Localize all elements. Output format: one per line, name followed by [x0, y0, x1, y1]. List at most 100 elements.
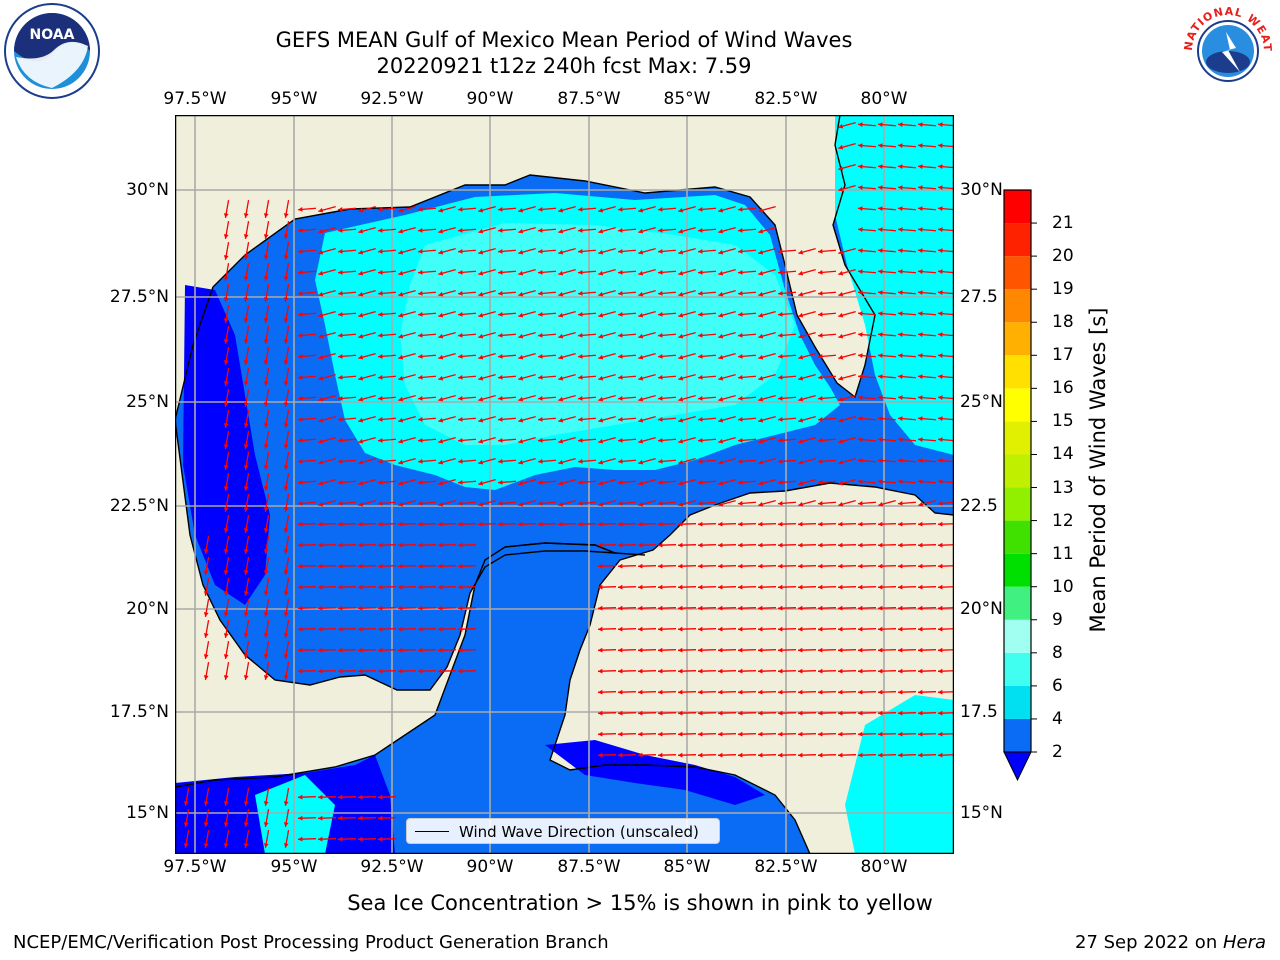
wind-arrow — [263, 620, 270, 638]
wind-arrow — [638, 227, 656, 234]
wind-arrow — [558, 374, 576, 381]
wind-arrow — [617, 438, 637, 443]
wind-arrow — [797, 731, 817, 737]
wind-arrow — [857, 710, 877, 716]
wind-arrow — [697, 438, 717, 443]
wind-arrow — [283, 515, 290, 533]
wind-arrow — [838, 437, 856, 444]
wind-arrow — [597, 710, 617, 716]
wind-arrow — [203, 809, 210, 827]
wind-arrow — [798, 437, 816, 444]
wind-arrow — [877, 458, 897, 463]
wind-arrow — [297, 647, 317, 653]
wind-arrow — [737, 710, 757, 716]
wind-arrow — [437, 563, 457, 569]
wind-arrow — [558, 311, 576, 318]
wind-arrow — [797, 584, 817, 590]
wind-arrow — [263, 599, 270, 617]
wind-arrow — [297, 668, 317, 674]
wind-arrow — [817, 731, 837, 737]
wind-arrow — [457, 333, 477, 338]
wind-arrow — [637, 584, 657, 590]
wind-arrow — [897, 689, 917, 695]
wind-arrow — [677, 521, 697, 527]
wind-arrow — [777, 438, 797, 443]
wind-arrow — [243, 599, 250, 617]
wind-arrow — [917, 563, 937, 569]
wind-arrow — [657, 668, 677, 674]
wind-arrow — [318, 206, 336, 213]
svg-text:NOAA: NOAA — [30, 27, 75, 43]
wind-arrow — [243, 641, 250, 659]
wind-arrow — [897, 458, 917, 463]
wind-arrow — [457, 354, 477, 359]
wind-arrow — [518, 311, 536, 318]
wind-arrow — [377, 438, 397, 443]
wind-arrow — [678, 206, 696, 213]
colorbar-swatch — [1004, 619, 1031, 653]
wind-arrow — [597, 563, 617, 569]
wind-arrow — [777, 521, 797, 527]
wind-arrow — [397, 647, 417, 653]
wind-arrow — [617, 626, 637, 632]
wind-arrow — [617, 375, 637, 380]
wind-arrow — [637, 605, 657, 611]
wind-arrow — [263, 389, 270, 407]
wind-arrow — [283, 347, 290, 365]
wind-arrow — [537, 459, 557, 464]
wind-arrow — [243, 536, 250, 554]
wind-arrow — [263, 452, 270, 470]
wind-arrow — [317, 626, 337, 632]
wind-arrow — [457, 605, 477, 611]
wind-arrow — [577, 207, 597, 212]
wind-arrow — [638, 437, 656, 444]
wind-arrow — [243, 263, 250, 281]
wind-arrow — [897, 395, 917, 400]
wind-arrow — [857, 353, 877, 358]
wind-arrow — [263, 326, 270, 344]
wind-arrow — [758, 479, 776, 486]
wind-arrow — [537, 501, 557, 506]
wind-arrow — [297, 228, 317, 233]
wind-arrow — [877, 269, 897, 274]
wind-arrow — [283, 431, 290, 449]
wind-arrow — [917, 647, 937, 653]
wind-arrow — [243, 200, 250, 218]
wind-arrow — [377, 668, 397, 674]
noaa-logo: NOAA — [4, 3, 100, 99]
wind-arrow — [737, 417, 757, 422]
wind-arrow — [377, 521, 397, 527]
lat-tick-left: 20°N — [126, 599, 169, 619]
wind-arrow — [897, 416, 917, 421]
wind-arrow — [377, 501, 397, 506]
wind-arrow — [797, 563, 817, 569]
wind-arrow — [697, 354, 717, 359]
wind-arrow — [717, 584, 737, 590]
wind-arrow — [757, 731, 777, 737]
wind-arrow — [223, 620, 230, 638]
wind-arrow — [897, 185, 917, 190]
coastline — [175, 115, 954, 854]
wind-arrow — [617, 249, 637, 254]
wind-arrow — [223, 599, 230, 617]
wind-arrow — [318, 479, 336, 486]
wind-arrow — [758, 269, 776, 276]
wind-arrow — [758, 458, 776, 465]
wind-arrow — [417, 605, 437, 611]
wind-arrow — [737, 605, 757, 611]
wind-arrow — [497, 438, 517, 443]
wind-arrow — [617, 605, 637, 611]
wind-arrow — [417, 521, 437, 527]
wind-arrow — [837, 689, 857, 695]
wind-arrow — [757, 752, 777, 758]
wind-arrow — [737, 752, 757, 758]
wind-arrow — [798, 479, 816, 486]
wind-arrow — [417, 438, 437, 443]
wind-arrow — [737, 521, 757, 527]
wind-arrow — [717, 521, 737, 527]
wind-arrow — [657, 354, 677, 359]
wind-arrow — [777, 501, 797, 506]
colorbar-tick-label: 9 — [1052, 609, 1063, 630]
wind-arrow — [657, 521, 677, 527]
wind-arrow — [283, 221, 290, 239]
